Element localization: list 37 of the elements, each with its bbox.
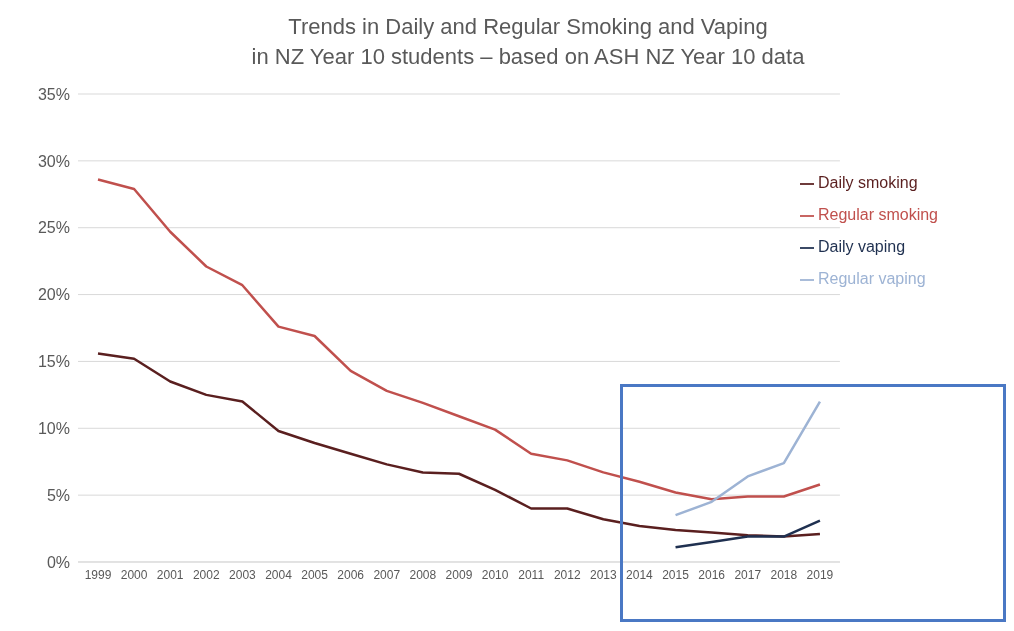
y-tick-label: 30% [37,152,70,170]
x-tick-label: 2019 [806,567,834,582]
x-tick-label: 2005 [301,567,329,582]
x-tick-label: 2000 [120,567,148,582]
legend-label: Daily vaping [817,238,906,255]
x-tick-label: 2012 [553,567,581,582]
x-tick-label: 2014 [626,567,654,582]
x-tick-label: 2003 [229,567,257,582]
line-series [96,352,822,538]
x-tick-label: 2013 [590,567,618,582]
legend-label: Regular vaping [817,270,926,287]
x-tick-label: 2001 [156,567,184,582]
legend-label: Daily smoking [817,174,918,191]
y-tick-label: 15% [37,353,70,371]
y-tick-label: 35% [37,85,70,103]
x-tick-label: 2015 [662,567,690,582]
y-tick-label: 20% [37,286,70,304]
x-tick-label: 1999 [84,567,112,582]
x-tick-label: 2002 [192,567,220,582]
x-tick-label: 2008 [409,567,437,582]
legend-label: Regular smoking [817,206,938,223]
x-tick-label: 2009 [445,567,473,582]
chart-title: Trends in Daily and Regular Smoking and Vaping in NZ Year 10 students – based on ASH NZ Year 10 data [250,13,806,71]
x-tick-label: 2017 [734,567,762,582]
y-tick-label: 10% [37,419,70,437]
x-tick-label: 2018 [770,567,798,582]
y-tick-label: 25% [37,219,70,237]
x-tick-label: 2010 [481,567,509,582]
x-tick-label: 2006 [337,567,365,582]
x-tick-label: 2007 [373,567,401,582]
x-tick-label: 2004 [265,567,293,582]
line-series [674,400,822,517]
x-tick-label: 2016 [698,567,726,582]
y-tick-label: 5% [46,486,70,504]
line-series [674,519,822,549]
x-tick-label: 2011 [518,567,545,582]
y-tick-label: 0% [46,553,70,571]
